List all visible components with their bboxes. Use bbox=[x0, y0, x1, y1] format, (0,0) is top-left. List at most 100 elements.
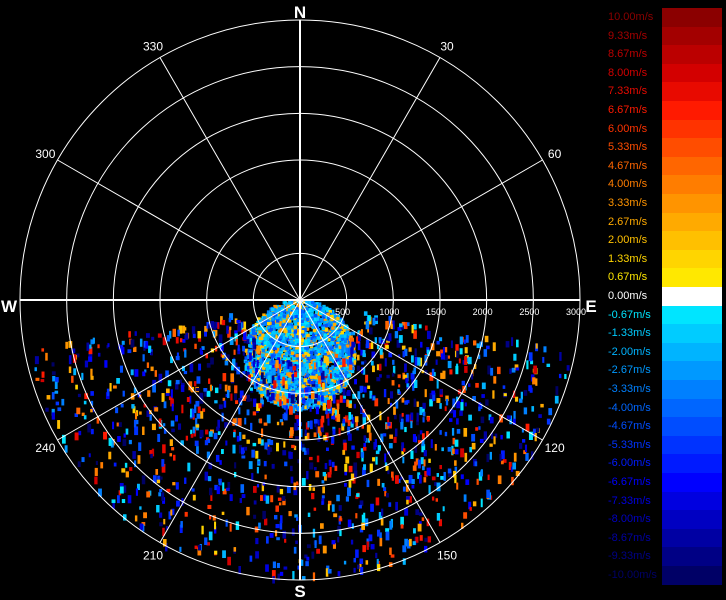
echo-cell bbox=[296, 356, 300, 360]
echo-cell bbox=[391, 320, 395, 330]
echo-cell bbox=[273, 354, 277, 359]
echo-cell bbox=[402, 486, 406, 492]
echo-cell bbox=[456, 350, 459, 358]
echo-cell bbox=[54, 381, 58, 389]
echo-cell bbox=[250, 344, 254, 349]
echo-cell bbox=[294, 314, 298, 319]
echo-cell bbox=[172, 328, 177, 337]
echo-cell bbox=[361, 367, 364, 374]
echo-cell bbox=[103, 431, 108, 440]
echo-cell bbox=[324, 345, 328, 350]
echo-cell bbox=[277, 352, 281, 357]
echo-cell bbox=[444, 406, 447, 412]
echo-cell bbox=[291, 342, 295, 346]
echo-cell bbox=[286, 368, 291, 373]
echo-cell bbox=[204, 330, 208, 337]
echo-cell bbox=[251, 328, 256, 333]
echo-cell bbox=[266, 389, 270, 397]
echo-cell bbox=[246, 365, 250, 370]
echo-cell bbox=[436, 512, 441, 521]
echo-cell bbox=[273, 393, 277, 397]
echo-cell bbox=[333, 327, 338, 331]
echo-cell bbox=[162, 444, 166, 454]
echo-cell bbox=[227, 556, 231, 566]
echo-cell bbox=[436, 398, 441, 403]
echo-cell bbox=[68, 341, 73, 348]
echo-cell bbox=[326, 412, 330, 419]
echo-cell bbox=[429, 372, 434, 381]
echo-cell bbox=[352, 350, 356, 354]
echo-cell bbox=[171, 403, 174, 412]
echo-cell bbox=[182, 339, 186, 343]
echo-cell bbox=[342, 449, 346, 455]
echo-cell bbox=[286, 398, 289, 403]
echo-cell bbox=[259, 377, 263, 382]
echo-cell bbox=[342, 358, 346, 368]
echo-cell bbox=[395, 475, 399, 484]
echo-cell bbox=[119, 365, 124, 373]
echo-cell bbox=[436, 351, 441, 357]
echo-cell bbox=[299, 347, 303, 351]
echo-cell bbox=[331, 415, 334, 420]
echo-cell bbox=[221, 319, 226, 326]
echo-cell bbox=[335, 358, 340, 362]
echo-cell bbox=[426, 416, 430, 422]
echo-cell bbox=[194, 404, 197, 414]
echo-cell bbox=[402, 351, 406, 358]
echo-cell bbox=[246, 354, 250, 359]
echo-cell bbox=[285, 346, 289, 351]
echo-cell bbox=[87, 423, 92, 433]
echo-cell bbox=[289, 311, 294, 316]
echo-cell bbox=[267, 438, 271, 445]
echo-cell bbox=[360, 566, 364, 575]
echo-cell bbox=[306, 432, 310, 440]
echo-cell bbox=[217, 431, 221, 435]
echo-cell bbox=[441, 447, 444, 452]
echo-cell bbox=[300, 312, 305, 316]
echo-cell bbox=[296, 395, 299, 404]
echo-cell bbox=[427, 536, 432, 543]
echo-cell bbox=[318, 535, 322, 545]
echo-cell bbox=[297, 374, 301, 379]
echo-cell bbox=[341, 354, 345, 358]
echo-cell bbox=[369, 390, 373, 399]
echo-cell bbox=[346, 359, 350, 366]
legend-row: 0.67m/s bbox=[606, 268, 722, 287]
echo-cell bbox=[285, 310, 290, 315]
echo-cell bbox=[293, 546, 297, 554]
echo-cell bbox=[250, 353, 255, 357]
echo-cell bbox=[141, 475, 146, 485]
echo-cell bbox=[310, 300, 315, 305]
echo-cell bbox=[329, 320, 333, 325]
legend-row: 10.00m/s bbox=[606, 8, 722, 27]
echo-cell bbox=[265, 373, 269, 377]
echo-cell bbox=[51, 412, 55, 420]
echo-cell bbox=[335, 409, 340, 418]
echo-cell bbox=[264, 390, 268, 394]
echo-cell bbox=[268, 311, 273, 316]
echo-cell bbox=[352, 393, 357, 399]
echo-cell bbox=[516, 339, 519, 348]
echo-cell bbox=[331, 390, 336, 395]
echo-cell bbox=[254, 340, 259, 344]
echo-cell bbox=[366, 424, 371, 433]
echo-cell bbox=[259, 387, 264, 391]
legend-swatch bbox=[662, 380, 722, 399]
echo-cell bbox=[179, 524, 183, 534]
echo-cell bbox=[265, 328, 269, 333]
echo-cell bbox=[310, 360, 313, 365]
echo-cell bbox=[302, 389, 306, 393]
echo-cell bbox=[350, 473, 355, 481]
echo-cell bbox=[321, 351, 325, 356]
echo-cell bbox=[422, 411, 426, 417]
echo-cell bbox=[385, 320, 389, 330]
echo-cell bbox=[394, 428, 398, 437]
legend-label: -4.67m/s bbox=[608, 420, 651, 433]
echo-cell bbox=[324, 391, 329, 396]
echo-cell bbox=[287, 385, 291, 390]
echo-cell bbox=[401, 397, 405, 403]
echo-cell bbox=[336, 326, 340, 331]
echo-cell bbox=[397, 389, 400, 394]
echo-cell bbox=[362, 367, 366, 375]
azimuth-label: 150 bbox=[437, 549, 457, 563]
